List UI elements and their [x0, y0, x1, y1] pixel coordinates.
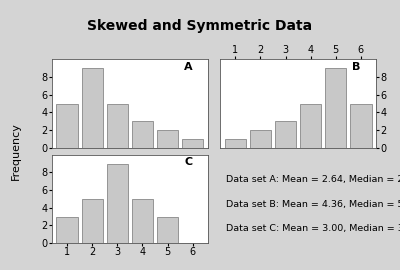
Text: Skewed and Symmetric Data: Skewed and Symmetric Data	[88, 19, 312, 33]
Bar	[250, 130, 271, 148]
Text: Data set B: Mean = 4.36, Median = 5.00: Data set B: Mean = 4.36, Median = 5.00	[226, 200, 400, 209]
Bar	[157, 130, 178, 148]
Bar	[132, 121, 153, 148]
Bar	[157, 217, 178, 243]
Bar	[107, 164, 128, 243]
Text: Data set C: Mean = 3.00, Median = 3.00: Data set C: Mean = 3.00, Median = 3.00	[226, 224, 400, 233]
Bar	[56, 103, 78, 148]
Bar	[325, 68, 346, 148]
Bar	[56, 217, 78, 243]
Bar	[107, 103, 128, 148]
Bar	[82, 68, 103, 148]
Bar	[350, 103, 372, 148]
Text: Data set A: Mean = 2.64, Median = 2.00: Data set A: Mean = 2.64, Median = 2.00	[226, 175, 400, 184]
Text: C: C	[184, 157, 192, 167]
Bar	[82, 199, 103, 243]
Bar	[225, 139, 246, 148]
Text: Frequency: Frequency	[11, 122, 21, 180]
Bar	[275, 121, 296, 148]
Text: B: B	[352, 62, 360, 72]
Text: A: A	[184, 62, 192, 72]
Bar	[132, 199, 153, 243]
Bar	[182, 139, 203, 148]
Bar	[300, 103, 321, 148]
